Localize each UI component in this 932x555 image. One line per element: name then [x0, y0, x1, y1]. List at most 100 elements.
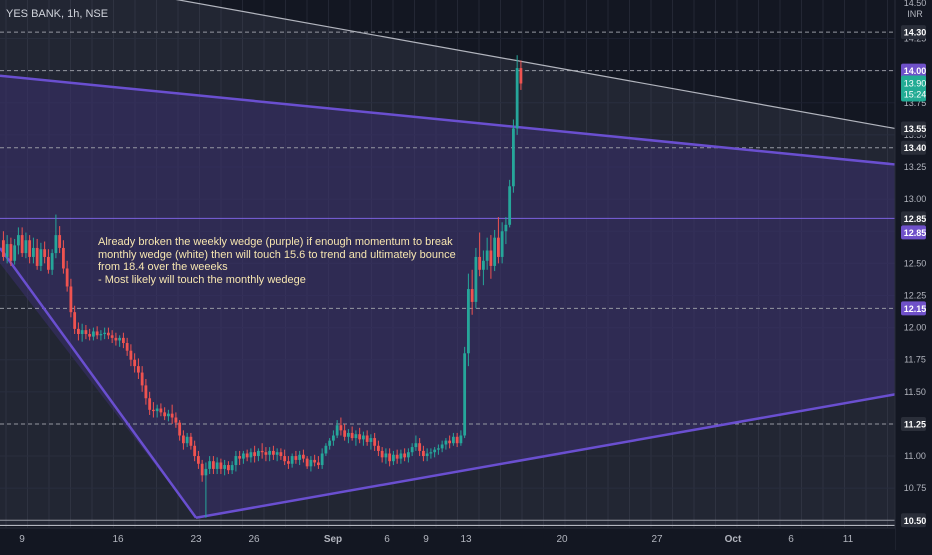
- candle: [223, 459, 227, 476]
- ticker-title: YES BANK, 1h, NSE: [6, 8, 109, 20]
- price-tick-label: 13.75: [904, 98, 927, 108]
- candle: [9, 237, 13, 266]
- candle-body: [459, 435, 463, 444]
- price-badge: [901, 121, 926, 136]
- candle: [335, 420, 339, 439]
- candle-body: [62, 247, 65, 269]
- candle-body: [358, 434, 362, 440]
- candle-body: [418, 443, 422, 451]
- candle-body: [272, 450, 275, 455]
- candle: [519, 60, 523, 90]
- candle: [257, 448, 260, 462]
- candle: [298, 450, 302, 466]
- candle-body: [133, 359, 137, 367]
- candle: [32, 237, 35, 264]
- time-tick-label: 9: [423, 534, 429, 545]
- candle-body: [380, 450, 384, 458]
- candle-body: [245, 453, 249, 458]
- candle: [422, 445, 425, 462]
- candle: [485, 237, 489, 270]
- candle-body: [185, 436, 189, 444]
- candle: [403, 448, 407, 462]
- candle-body: [92, 331, 95, 337]
- candle: [508, 179, 512, 228]
- candle: [399, 449, 403, 464]
- candle: [448, 435, 452, 449]
- candle-body: [103, 332, 107, 335]
- candle-body: [373, 438, 377, 446]
- candle-body: [107, 332, 110, 336]
- price-badge: [901, 225, 926, 240]
- price-badge: [901, 513, 926, 528]
- candle: [103, 327, 107, 340]
- candle-body: [47, 256, 50, 270]
- price-badge: [901, 301, 926, 316]
- candle-body: [425, 453, 429, 457]
- candle: [358, 427, 362, 444]
- candle: [512, 119, 515, 193]
- candle-body: [407, 452, 410, 458]
- candle-body: [174, 417, 178, 423]
- candle-body: [13, 245, 17, 261]
- candle-body: [238, 456, 242, 459]
- candle-body: [125, 343, 129, 351]
- candle: [54, 214, 58, 259]
- candle-body: [99, 334, 103, 336]
- last-price-badge: [901, 75, 926, 102]
- candle: [84, 325, 88, 340]
- price-badge-label: 11.25: [904, 419, 926, 429]
- candle-body: [88, 334, 92, 337]
- candle: [43, 241, 47, 264]
- candle: [242, 450, 245, 464]
- time-axis: 9 16 23 26 Sep 6 9 13 20 27 Oct 6 11: [0, 527, 895, 550]
- candle: [279, 448, 283, 460]
- candle-body: [309, 459, 313, 467]
- candle-body: [268, 450, 272, 455]
- price-tick-label: 12.25: [904, 290, 927, 300]
- price-badge: [901, 211, 926, 226]
- weekly-wedge-fill: [0, 75, 895, 518]
- candle: [204, 462, 208, 518]
- candle-body: [399, 453, 403, 459]
- candle: [167, 409, 170, 422]
- candle-body: [384, 453, 388, 458]
- candle-body: [264, 452, 268, 455]
- candle: [444, 438, 448, 450]
- time-tick-label: 9: [19, 534, 25, 545]
- candle-body: [84, 330, 88, 335]
- candle-body: [50, 253, 54, 270]
- candle-body: [95, 331, 99, 336]
- candle: [208, 456, 212, 475]
- candle-body: [122, 337, 125, 344]
- candle: [294, 450, 298, 464]
- candle: [227, 461, 230, 475]
- currency-label: INR: [907, 9, 923, 19]
- candle: [182, 430, 185, 450]
- candle: [234, 450, 238, 472]
- candle-body: [313, 459, 317, 463]
- candle: [324, 443, 328, 457]
- candle-body: [118, 337, 122, 341]
- candle-body: [234, 456, 238, 466]
- candle-body: [489, 250, 493, 266]
- candle-body: [463, 353, 467, 436]
- candle: [249, 448, 253, 463]
- candle-body: [500, 231, 504, 257]
- candle: [470, 269, 474, 315]
- candle-body: [512, 128, 515, 187]
- candle-body: [144, 385, 148, 399]
- price-tick-label: 11.75: [904, 355, 926, 365]
- candle-body: [208, 461, 212, 469]
- candle-body: [20, 235, 24, 254]
- candle-body: [170, 413, 174, 418]
- candle-body: [155, 408, 159, 412]
- candle-body: [437, 448, 440, 450]
- time-tick-label: 20: [556, 534, 568, 545]
- candle: [178, 420, 182, 441]
- price-badge: [901, 140, 926, 155]
- candle: [122, 332, 125, 349]
- candle: [58, 226, 62, 254]
- candle: [73, 305, 77, 335]
